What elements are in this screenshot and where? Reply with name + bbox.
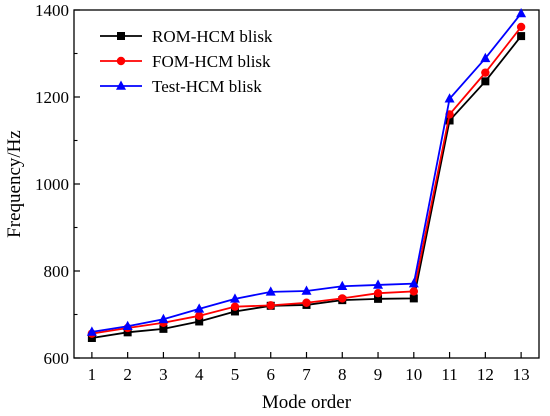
data-point	[480, 52, 491, 63]
data-point	[122, 320, 133, 331]
data-point	[302, 298, 311, 307]
x-tick-label: 10	[405, 365, 422, 384]
y-tick-label: 800	[44, 262, 70, 281]
data-point	[374, 294, 383, 303]
data-point	[158, 313, 169, 324]
y-tick-label: 1200	[35, 88, 69, 107]
data-point	[195, 317, 204, 326]
x-tick-label: 2	[123, 365, 132, 384]
x-tick-label: 7	[302, 365, 311, 384]
legend-marker	[117, 32, 125, 40]
data-point	[338, 294, 347, 303]
x-tick-label: 4	[195, 365, 204, 384]
data-point	[159, 324, 168, 333]
data-point	[409, 294, 418, 303]
data-point	[481, 68, 490, 77]
legend: ROM-HCM blisk FOM-HCM blisk Test-HCM blisk	[100, 27, 273, 96]
x-axis-title: Mode order	[262, 392, 352, 413]
series-triangle	[86, 7, 527, 336]
y-tick-label: 600	[44, 349, 70, 368]
x-tick-label: 11	[441, 365, 457, 384]
legend-marker	[116, 56, 126, 66]
data-point	[230, 302, 240, 311]
data-point	[516, 7, 527, 18]
data-point	[229, 293, 240, 303]
data-point	[266, 301, 275, 310]
data-point	[481, 77, 490, 86]
x-tick-label: 1	[88, 365, 97, 384]
data-point	[86, 326, 97, 336]
data-point	[194, 311, 204, 321]
y-axis: 600 800 1000 1200 1400	[35, 1, 80, 368]
data-point	[194, 303, 205, 313]
y-axis-title: Frequency/Hz	[4, 130, 25, 238]
legend-marker	[116, 80, 126, 90]
x-tick-label: 8	[338, 365, 347, 384]
data-point	[444, 93, 455, 103]
data-point	[123, 328, 132, 337]
y-tick-label: 1400	[35, 1, 69, 20]
x-tick-label: 12	[477, 365, 494, 384]
data-point	[408, 278, 419, 288]
data-point	[517, 32, 526, 41]
series-layer	[86, 7, 527, 342]
y-tick-label: 1000	[35, 175, 69, 194]
data-point	[301, 285, 312, 295]
data-point	[409, 287, 419, 296]
x-tick-label: 13	[513, 365, 530, 384]
x-tick-label: 5	[231, 365, 240, 384]
x-tick-label: 3	[159, 365, 168, 384]
data-point	[87, 333, 96, 342]
legend-label: ROM-HCM blisk	[152, 27, 273, 46]
x-tick-label: 6	[266, 365, 275, 384]
data-point	[373, 288, 383, 298]
data-point	[230, 307, 239, 316]
x-axis: 1 2 3 4 5 6 7 8 9 10 11 12 13	[88, 352, 530, 384]
data-point	[445, 116, 454, 125]
legend-label: FOM-HCM blisk	[152, 52, 271, 71]
data-point	[265, 286, 276, 296]
legend-label: Test-HCM blisk	[152, 77, 262, 96]
data-point	[516, 22, 526, 32]
data-point	[337, 280, 348, 291]
data-point	[373, 279, 384, 289]
x-tick-label: 9	[374, 365, 383, 384]
